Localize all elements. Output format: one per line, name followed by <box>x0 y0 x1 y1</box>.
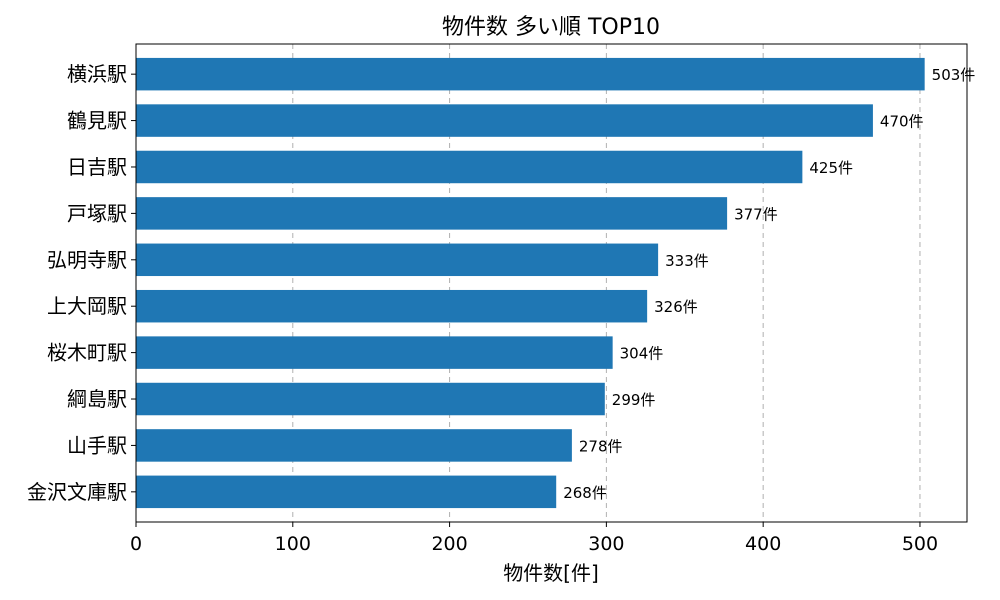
data-label: 377件 <box>734 205 778 223</box>
bar <box>136 429 572 462</box>
data-label: 268件 <box>563 484 607 502</box>
chart-title: 物件数 多い順 TOP10 <box>442 15 660 40</box>
y-tick-label: 綱島駅 <box>67 387 127 411</box>
y-tick-label: 鶴見駅 <box>67 109 127 133</box>
data-label: 304件 <box>620 345 664 363</box>
y-tick-label: 山手駅 <box>67 433 127 457</box>
y-tick-label: 桜木町駅 <box>47 341 127 365</box>
x-axis-label: 物件数[件] <box>503 561 599 585</box>
x-axis: 0 100 200 300 400 500 <box>130 522 938 555</box>
data-label: 503件 <box>932 66 976 84</box>
y-tick-label: 弘明寺駅 <box>47 248 127 272</box>
data-label: 299件 <box>612 391 656 409</box>
data-label: 326件 <box>654 298 698 316</box>
bar <box>136 57 925 91</box>
bar <box>136 243 659 277</box>
y-tick-label: 横浜駅 <box>67 62 127 86</box>
y-tick-label: 上大岡駅 <box>47 294 127 318</box>
x-tick-label: 0 <box>130 533 142 555</box>
y-tick-label: 金沢文庫駅 <box>27 480 127 504</box>
bar <box>136 150 803 184</box>
bar <box>136 289 648 323</box>
data-label: 278件 <box>579 437 623 455</box>
bar <box>136 336 613 369</box>
bars: 503件 470件 425件 377件 333件 326件 304件 299件 278件 268件 <box>136 57 976 509</box>
data-label: 470件 <box>880 113 924 131</box>
plot-area-frame <box>135 43 968 523</box>
x-tick-label: 200 <box>431 533 467 555</box>
bar <box>136 197 728 230</box>
x-tick-label: 100 <box>275 533 311 555</box>
data-label: 333件 <box>665 252 709 270</box>
bar <box>136 104 873 137</box>
x-tick-label: 300 <box>588 533 624 555</box>
data-label: 425件 <box>809 159 853 177</box>
y-tick-label: 戸塚駅 <box>67 201 127 225</box>
bar <box>136 382 605 416</box>
bar <box>136 475 557 509</box>
y-tick-label: 日吉駅 <box>67 155 127 179</box>
x-tick-label: 500 <box>902 533 938 555</box>
x-tick-label: 400 <box>745 533 781 555</box>
